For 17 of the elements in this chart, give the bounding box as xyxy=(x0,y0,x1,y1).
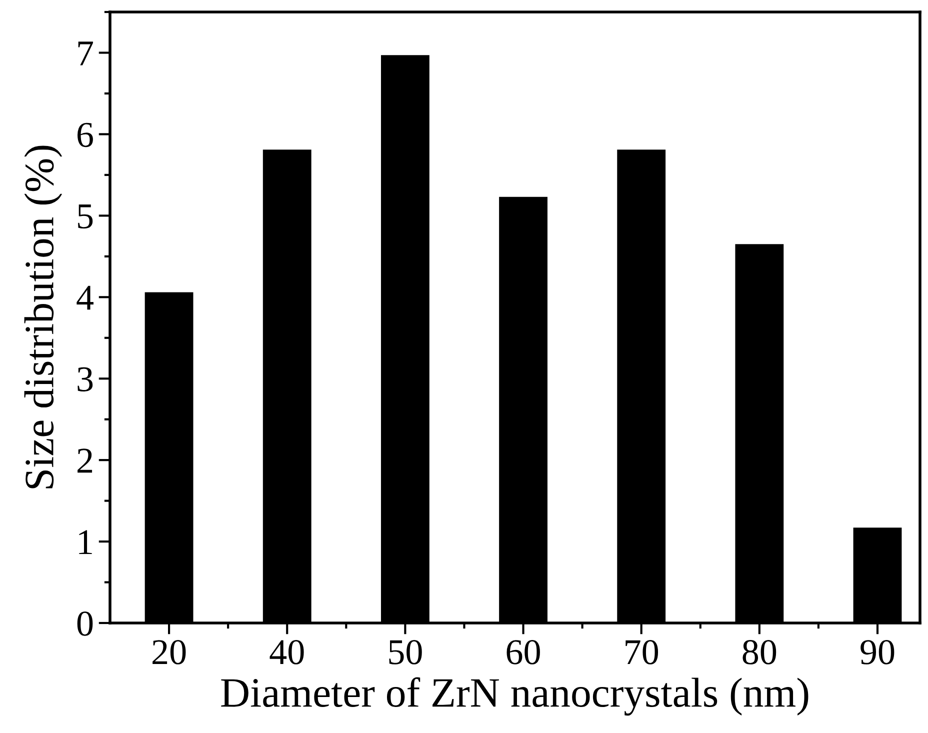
y-tick-label: 2 xyxy=(78,448,92,473)
x-tick-label: 60 xyxy=(506,640,540,664)
y-axis-title: Size distribution (%) xyxy=(24,146,62,488)
x-tick-label: 90 xyxy=(860,640,894,664)
y-tick-label: 1 xyxy=(79,530,92,554)
x-axis-title: Diameter of ZrN nanocrystals (nm) xyxy=(221,677,808,716)
x-tick-label: 80 xyxy=(742,640,776,664)
y-tick-label: 0 xyxy=(77,612,93,636)
x-tick-label: 70 xyxy=(626,640,658,664)
y-tick-label: 4 xyxy=(76,286,94,310)
y-tick-label: 7 xyxy=(78,42,93,66)
y-tick-label: 5 xyxy=(78,204,93,229)
x-tick-label: 50 xyxy=(389,640,422,664)
x-tick-label: 20 xyxy=(152,640,186,664)
x-tick-label: 40 xyxy=(270,640,304,664)
y-tick-label: 6 xyxy=(78,122,93,148)
y-tick-label: 3 xyxy=(78,367,93,392)
